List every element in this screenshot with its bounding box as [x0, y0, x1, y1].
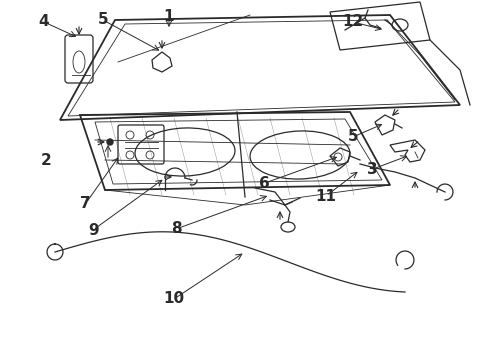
- Text: 2: 2: [41, 153, 52, 168]
- Text: 6: 6: [259, 176, 270, 191]
- Text: 12: 12: [342, 14, 364, 29]
- Text: 11: 11: [316, 189, 336, 204]
- Text: 5: 5: [98, 12, 108, 27]
- Text: 9: 9: [88, 223, 98, 238]
- Text: 10: 10: [163, 291, 185, 306]
- Text: 5: 5: [347, 129, 358, 144]
- Text: 7: 7: [80, 196, 91, 211]
- Text: 4: 4: [39, 14, 49, 29]
- Text: 8: 8: [171, 221, 182, 236]
- Text: 1: 1: [164, 9, 174, 24]
- Circle shape: [107, 139, 113, 145]
- Text: 3: 3: [367, 162, 378, 177]
